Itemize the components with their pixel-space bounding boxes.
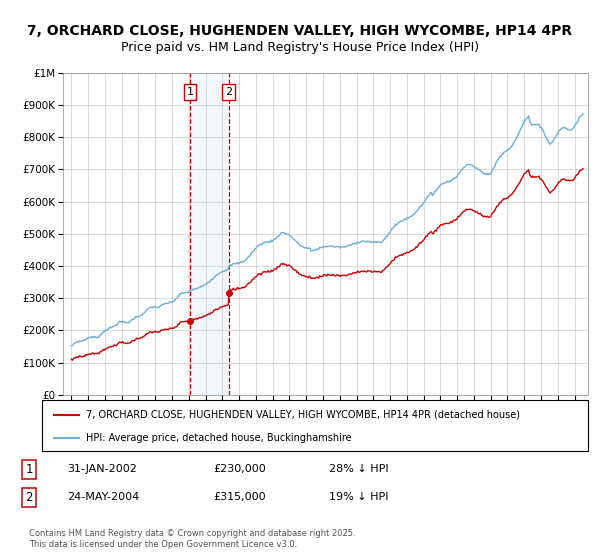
Text: 31-JAN-2002: 31-JAN-2002 [67, 464, 137, 474]
FancyBboxPatch shape [42, 400, 588, 451]
Text: £230,000: £230,000 [214, 464, 266, 474]
Text: 7, ORCHARD CLOSE, HUGHENDEN VALLEY, HIGH WYCOMBE, HP14 4PR (detached house): 7, ORCHARD CLOSE, HUGHENDEN VALLEY, HIGH… [86, 409, 520, 419]
Text: 1: 1 [187, 87, 194, 97]
Text: HPI: Average price, detached house, Buckinghamshire: HPI: Average price, detached house, Buck… [86, 433, 352, 443]
Text: £315,000: £315,000 [214, 492, 266, 502]
Text: 19% ↓ HPI: 19% ↓ HPI [329, 492, 388, 502]
Bar [190, 73, 229, 395]
Text: 2: 2 [26, 491, 33, 504]
Text: 1: 1 [26, 463, 33, 476]
Text: 2: 2 [225, 87, 232, 97]
Text: Price paid vs. HM Land Registry's House Price Index (HPI): Price paid vs. HM Land Registry's House … [121, 41, 479, 54]
Text: 24-MAY-2004: 24-MAY-2004 [67, 492, 139, 502]
Text: Contains HM Land Registry data © Crown copyright and database right 2025.
This d: Contains HM Land Registry data © Crown c… [29, 529, 356, 549]
Text: 28% ↓ HPI: 28% ↓ HPI [329, 464, 388, 474]
Text: 7, ORCHARD CLOSE, HUGHENDEN VALLEY, HIGH WYCOMBE, HP14 4PR: 7, ORCHARD CLOSE, HUGHENDEN VALLEY, HIGH… [28, 24, 572, 38]
